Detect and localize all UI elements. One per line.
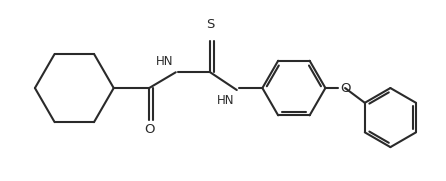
Text: HN: HN <box>156 55 174 68</box>
Text: O: O <box>144 123 154 136</box>
Text: O: O <box>340 81 351 94</box>
Text: S: S <box>206 18 215 31</box>
Text: HN: HN <box>217 94 235 107</box>
